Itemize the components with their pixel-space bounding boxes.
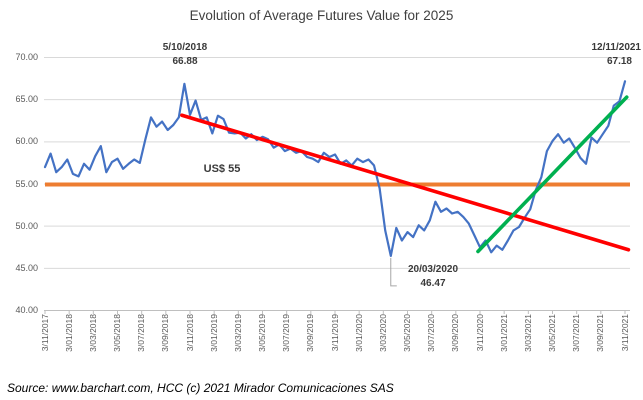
x-tick-label: 3/11/2018 <box>184 314 195 352</box>
annotation-end-date: 12/11/2021 <box>591 42 642 53</box>
y-tick-label: 40.00 <box>15 305 38 315</box>
x-tick-label: 3/11/2019 <box>329 314 340 352</box>
reference-line-label: US$ 55 <box>203 163 241 175</box>
x-tick-label: 3/07/2019 <box>281 314 292 352</box>
x-tick-label: 3/09/2020 <box>450 314 461 352</box>
y-tick-label: 50.00 <box>15 220 38 231</box>
source-note: Source: www.barchart.com, HCC (c) 2021 M… <box>7 381 394 395</box>
x-tick-label: 3/05/2021 <box>547 314 557 352</box>
x-tick-label: 3/07/2021 <box>571 314 582 352</box>
y-tick-label: 60.00 <box>15 136 38 147</box>
y-tick-label: 55.00 <box>15 178 38 189</box>
x-tick-label: 3/05/2018 <box>112 314 122 352</box>
x-tick-label: 3/09/2019 <box>305 314 316 352</box>
x-tick-label: 3/09/2018 <box>160 314 171 352</box>
x-tick-label: 3/05/2020 <box>402 314 412 352</box>
chart-title: Evolution of Average Futures Value for 2… <box>189 8 454 23</box>
x-tick-label: 3/07/2020 <box>426 314 437 352</box>
annotation-peak-value: 66.88 <box>172 56 198 67</box>
x-tick-label: 3/01/2021 <box>498 314 509 352</box>
x-tick-label: 3/03/2018 <box>87 314 98 352</box>
y-tick-label: 70.00 <box>15 52 38 62</box>
x-tick-label: 3/01/2019 <box>208 314 219 352</box>
annotation-peak-2018: 5/10/2018 66.88 <box>145 41 225 69</box>
annotation-low-value: 46.47 <box>420 278 446 289</box>
x-tick-label: 3/07/2018 <box>136 314 147 352</box>
x-tick-label: 3/01/2018 <box>63 314 74 352</box>
x-tick-label: 3/01/2020 <box>353 314 364 352</box>
x-tick-label: 3/03/2020 <box>377 314 388 352</box>
annotation-end-2021: 12/11/2021 67.18 <box>561 41 642 69</box>
downtrend-2018-2021-line <box>180 113 631 252</box>
y-tick-label: 65.00 <box>15 94 38 105</box>
x-tick-label: 3/09/2021 <box>595 314 606 352</box>
annotation-low-2020: 20/03/2020 46.47 <box>394 263 472 291</box>
x-tick-label: 3/03/2019 <box>232 314 243 352</box>
annotation-low-date: 20/03/2020 <box>407 264 459 275</box>
x-tick-label: 3/03/2021 <box>522 314 533 352</box>
annotation-peak-date: 5/10/2018 <box>162 42 208 53</box>
x-tick-label: 3/11/2021 <box>619 314 630 352</box>
x-tick-label: 3/05/2019 <box>257 314 267 352</box>
x-tick-label: 3/11/2020 <box>474 314 485 352</box>
y-tick-label: 45.00 <box>15 262 38 273</box>
annotation-leader-line <box>390 257 397 287</box>
annotation-end-value: 67.18 <box>606 56 632 67</box>
x-tick-label: 3/11/2017 <box>39 314 50 352</box>
uptrend-2020-2021-line <box>476 95 629 254</box>
futures-value-line <box>43 80 627 257</box>
